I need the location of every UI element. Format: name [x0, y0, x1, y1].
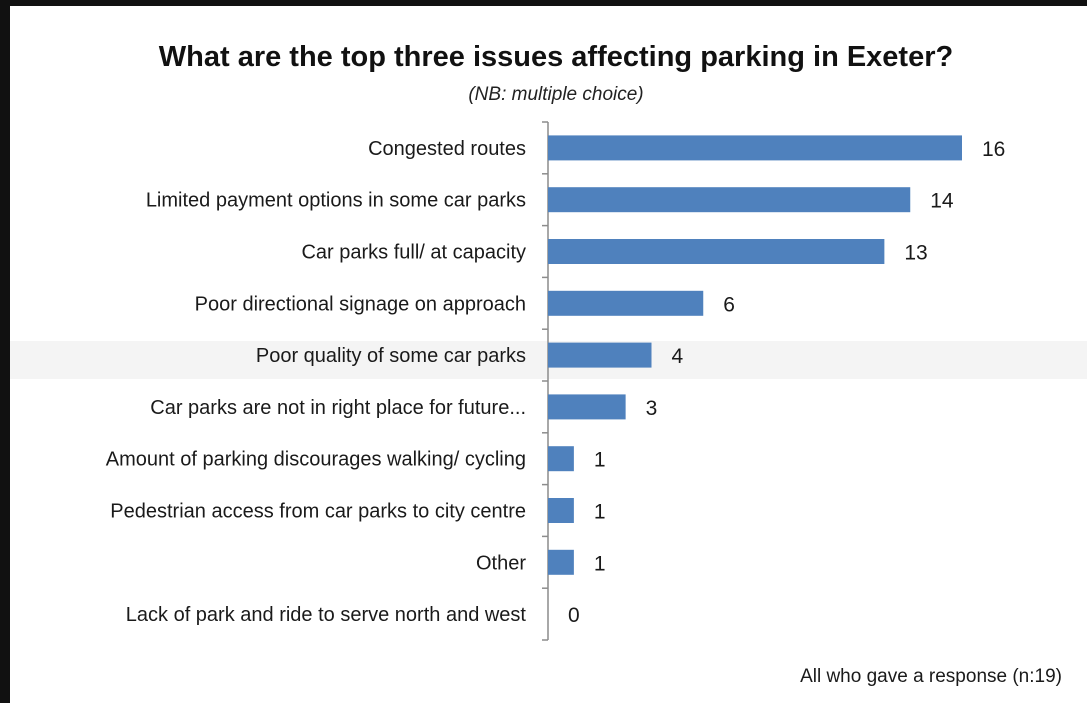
chart-footnote: All who gave a response (n:19): [800, 666, 1062, 687]
chart-title: What are the top three issues affecting …: [159, 41, 953, 73]
data-label: 16: [982, 138, 1005, 161]
bar: [548, 290, 704, 316]
bar: [548, 446, 574, 472]
category-label: Car parks full/ at capacity: [301, 242, 526, 264]
bar: [548, 187, 911, 213]
category-label: Congested routes: [368, 138, 526, 160]
data-label: 6: [723, 293, 735, 316]
category-label: Car parks are not in right place for fut…: [150, 397, 526, 419]
category-label: Amount of parking discourages walking/ c…: [106, 449, 526, 471]
category-label: Limited payment options in some car park…: [146, 190, 526, 212]
category-label: Pedestrian access from car parks to city…: [110, 501, 526, 523]
data-label: 0: [568, 604, 580, 627]
chart-subtitle: (NB: multiple choice): [468, 84, 643, 105]
bar: [548, 549, 574, 575]
bar: [548, 394, 626, 420]
data-label: 4: [672, 345, 684, 368]
bar: [548, 498, 574, 523]
bar: [548, 135, 962, 161]
data-label: 1: [594, 552, 606, 575]
data-label: 13: [904, 242, 927, 265]
data-label: 3: [646, 397, 658, 420]
category-label: Poor quality of some car parks: [256, 345, 526, 367]
bar: [548, 342, 652, 368]
category-label: Other: [476, 552, 526, 574]
category-label: Poor directional signage on approach: [195, 293, 526, 315]
category-label: Lack of park and ride to serve north and…: [126, 604, 527, 626]
data-label: 14: [930, 190, 954, 213]
bar: [548, 239, 885, 264]
data-label: 1: [594, 449, 606, 472]
data-label: 1: [594, 501, 606, 524]
